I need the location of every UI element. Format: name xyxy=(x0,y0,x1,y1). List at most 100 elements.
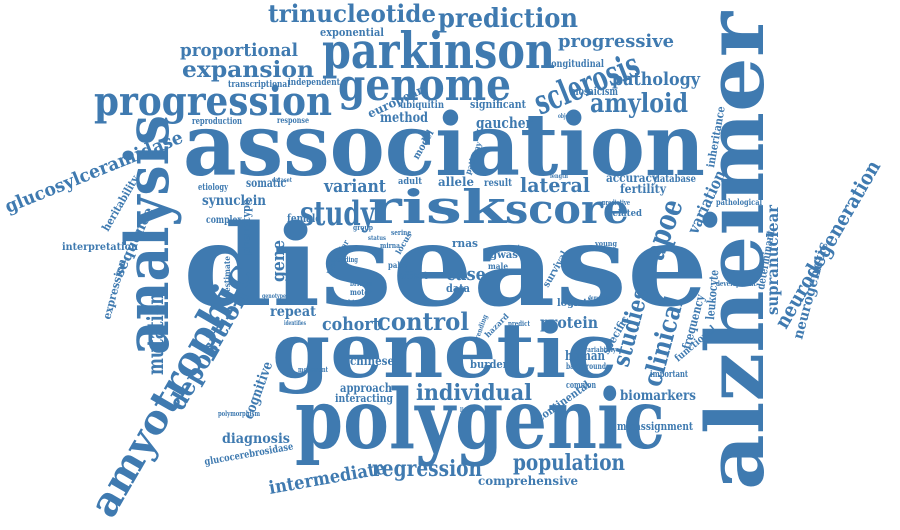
word-background: background xyxy=(566,361,606,371)
word-progression: progression xyxy=(94,78,332,125)
word-population: population xyxy=(513,450,625,476)
word-chinese: chinese xyxy=(350,354,394,368)
word-analysis: analysis xyxy=(113,115,183,355)
word-supranuclear: supranuclear xyxy=(763,204,782,315)
word-response: response xyxy=(277,115,309,125)
word-polymorphism: polymorphism xyxy=(218,409,260,418)
word-effect: effect xyxy=(398,271,428,282)
word-burden: burden xyxy=(470,358,510,371)
word-fertility: fertility xyxy=(620,182,667,196)
word-polygenic: polygenic xyxy=(295,372,665,468)
word-predictive: predictive xyxy=(602,198,630,207)
word-gaucher: gaucher xyxy=(476,114,533,132)
word-gwas: gwas xyxy=(490,250,518,261)
word-allele: allele xyxy=(438,175,474,189)
word-synuclein: synuclein xyxy=(202,193,266,209)
word-kinase: kinase xyxy=(348,298,370,307)
word-rnas: rnas xyxy=(452,237,478,250)
word-disease: disease xyxy=(183,201,708,332)
word-comprehensive: comprehensive xyxy=(478,474,578,488)
word-diagnosis: diagnosis xyxy=(222,431,290,447)
word-case: case xyxy=(446,264,486,285)
word-proportional: proportional xyxy=(180,40,298,61)
word-study: study xyxy=(300,194,376,234)
word-meta: meta xyxy=(508,243,524,252)
word-female: female xyxy=(287,212,321,225)
word-related: related xyxy=(608,209,643,219)
word-repeat: repeat xyxy=(270,304,316,320)
word-longitudinal: longitudinal xyxy=(548,59,604,70)
word-dementia: dementia xyxy=(588,295,610,302)
word-progressive: progressive xyxy=(558,31,674,52)
word-length: length xyxy=(550,173,569,180)
word-significant: significant xyxy=(470,98,527,111)
word-common: common xyxy=(566,381,596,391)
word-complex: complex xyxy=(206,215,243,226)
word-association: association xyxy=(183,95,705,196)
word-interpretation: interpretation xyxy=(62,242,139,253)
word-cohort: cohort xyxy=(322,314,381,335)
word-leukocyte: leukocyte xyxy=(703,269,721,320)
word-male: male xyxy=(488,261,508,271)
word-pathological: pathological xyxy=(716,197,762,207)
word-pathology: pathology xyxy=(612,69,700,90)
word-identifies: identifies xyxy=(284,320,306,327)
word-transcriptional: transcriptional xyxy=(228,80,290,90)
word-ubiquitin: ubiquitin xyxy=(400,100,445,111)
word-estimate: estimate xyxy=(222,256,232,292)
word-adult: adult xyxy=(398,177,423,187)
word-mirna: mirna xyxy=(380,241,400,250)
word-variant: variant xyxy=(323,176,386,197)
word-expansion: expansion xyxy=(182,57,314,83)
word-development: development xyxy=(716,279,757,288)
word-result: result xyxy=(484,178,512,189)
word-genome: genome xyxy=(338,60,511,111)
word-approach: approach xyxy=(340,381,392,395)
word-risk: risk xyxy=(368,180,508,234)
word-young: young xyxy=(594,239,617,248)
word-status: status xyxy=(368,235,387,242)
word-group: group xyxy=(353,223,373,232)
word-interacting: interacting xyxy=(335,392,393,405)
word-data: data xyxy=(446,282,470,295)
word-gene: gene xyxy=(268,240,289,282)
word-etiology: etiology xyxy=(198,183,229,193)
word-prediction: prediction xyxy=(438,4,578,34)
word-accuracy: accuracy xyxy=(606,171,659,185)
word-misassignment: misassignment xyxy=(617,420,694,433)
word-palsy: palsy xyxy=(388,260,408,270)
word-individual: individual xyxy=(416,380,532,406)
word-somatic: somatic xyxy=(246,176,286,190)
word-mutation: mutation xyxy=(143,293,169,375)
word-amyloid: amyloid xyxy=(590,89,688,119)
word-regression: regression xyxy=(372,456,482,482)
word-genotype: genotype xyxy=(262,293,286,300)
word-human: human xyxy=(565,349,605,364)
word-score: score xyxy=(505,186,629,233)
word-independent: independent xyxy=(288,78,341,88)
word-variability: variability xyxy=(583,345,617,354)
word-linear: linear xyxy=(460,407,477,414)
word-motor: motor xyxy=(350,287,373,297)
word-parkinson: parkinson xyxy=(322,21,555,80)
word-control: control xyxy=(377,307,469,336)
word-predict: predict xyxy=(508,319,531,328)
word-protein: protein xyxy=(540,313,598,332)
word-important: important xyxy=(650,370,689,380)
word-biomarkers: biomarkers xyxy=(620,388,696,404)
word-movement: movement xyxy=(298,365,329,374)
word-objective: objective xyxy=(558,113,580,120)
word-mosaicism: mosaicism xyxy=(570,85,618,98)
word-serine: serine xyxy=(391,228,411,237)
word-britain: britain xyxy=(350,279,372,288)
word-lateral: lateral xyxy=(520,173,590,197)
word-method: method xyxy=(380,110,428,126)
word-exponential: exponential xyxy=(320,26,384,39)
word-alzheimer: alzheimer xyxy=(688,11,782,490)
word-trinucleotide: trinucleotide xyxy=(268,0,436,28)
word-genetic: genetic xyxy=(272,306,617,395)
word-database: database xyxy=(654,174,696,185)
word-dataset: dataset xyxy=(272,177,292,184)
